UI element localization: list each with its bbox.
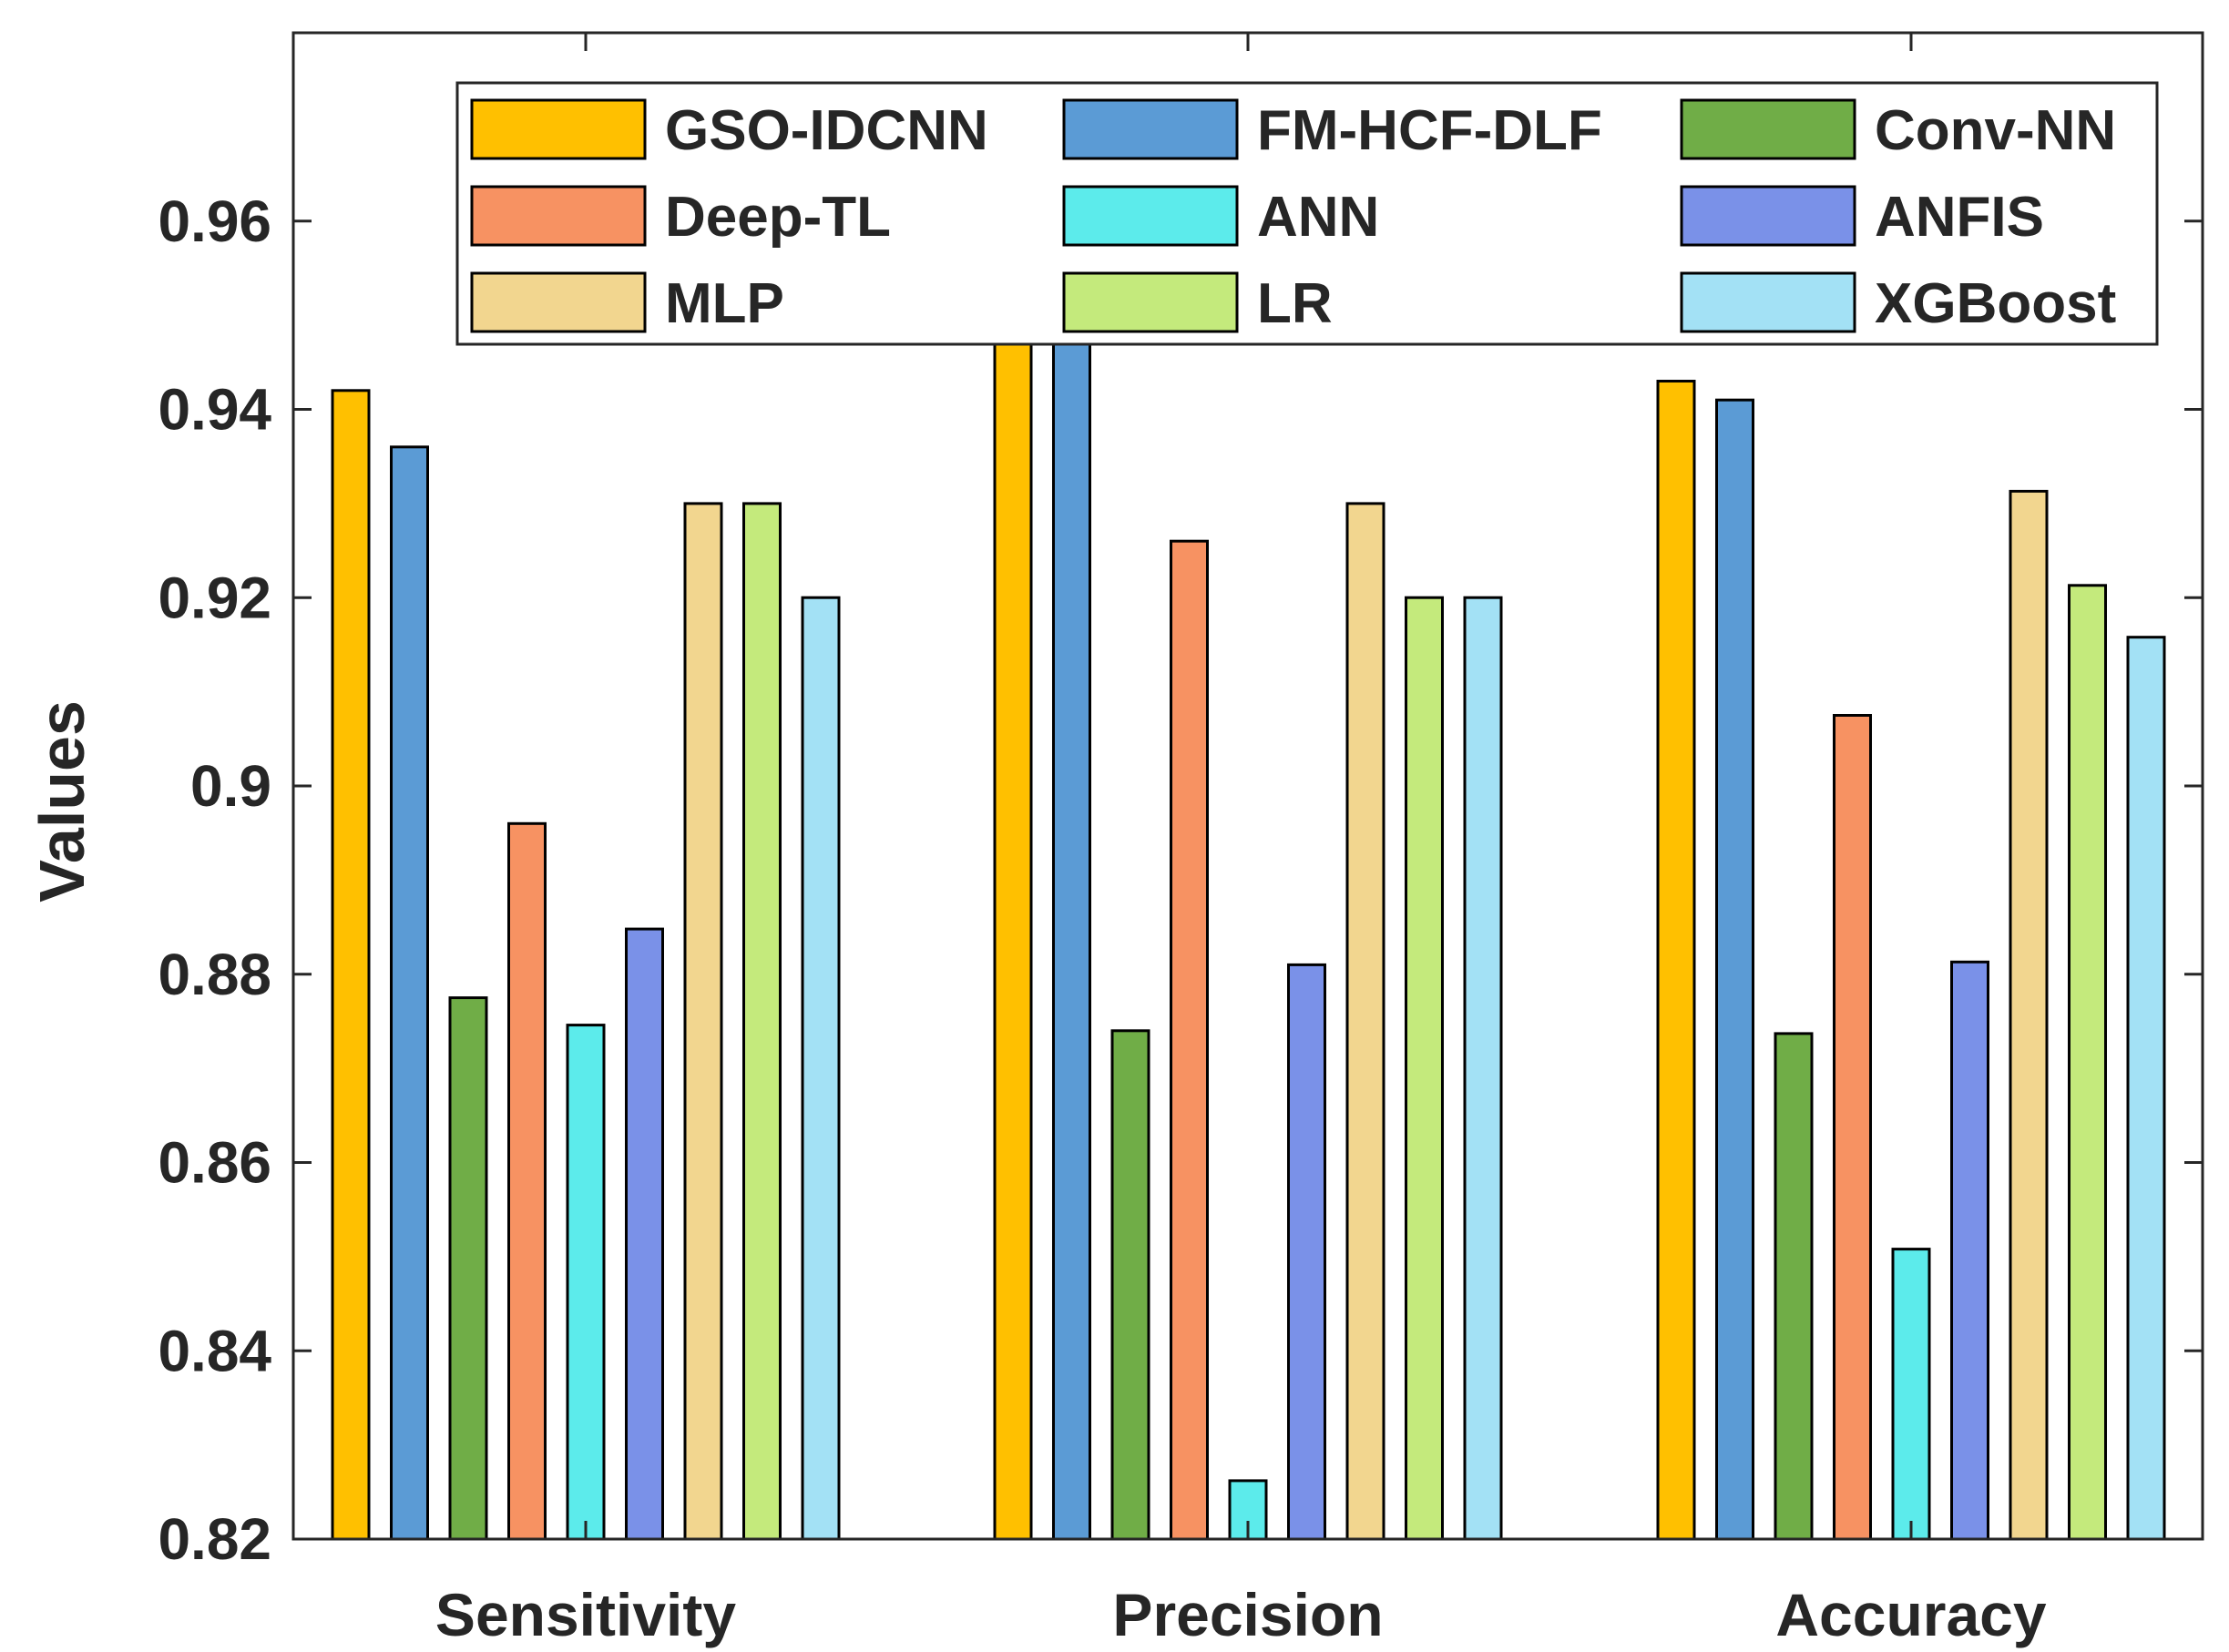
bar-xgboost-accuracy — [2126, 636, 2166, 1541]
bar-gso-idcnn-precision — [993, 318, 1033, 1541]
legend-label-lr: LR — [1257, 272, 1333, 335]
legend-swatch-anfis — [1680, 185, 1856, 247]
legend-label-mlp: MLP — [665, 272, 784, 335]
legend: GSO-IDCNN FM-HCF-DLF Conv-NN Deep-TL ANN ANFI… — [455, 81, 2159, 346]
x-category-label: Accuracy — [1775, 1581, 2046, 1648]
bar-anfis-sensitivity — [625, 927, 664, 1541]
legend-label-anfis: ANFIS — [1875, 186, 2044, 249]
y-tick-label: 0.9 — [190, 753, 271, 819]
legend-label-deep-tl: Deep-TL — [665, 186, 891, 249]
bar-mlp-sensitivity — [683, 502, 723, 1541]
legend-label-xgboost: XGBoost — [1875, 272, 2116, 335]
legend-swatch-fm-hcf-dlf — [1062, 98, 1239, 160]
legend-swatch-ann — [1062, 185, 1239, 247]
legend-box — [455, 81, 2159, 346]
y-axis-title: Values — [26, 700, 97, 902]
legend-swatch-deep-tl — [470, 185, 647, 247]
legend-label-ann: ANN — [1257, 186, 1379, 249]
legend-label-fm-hcf-dlf: FM-HCF-DLF — [1257, 99, 1602, 162]
bar-ann-accuracy — [1891, 1248, 1931, 1541]
bars-layer — [331, 318, 2166, 1541]
legend-label-gso-idcnn: GSO-IDCNN — [665, 99, 988, 162]
bar-fm-hcf-dlf-accuracy — [1715, 398, 1754, 1541]
y-tick-label: 0.86 — [158, 1130, 271, 1196]
bar-fm-hcf-dlf-precision — [1052, 325, 1091, 1541]
x-category-label: Precision — [1112, 1581, 1383, 1648]
bar-anfis-precision — [1287, 963, 1326, 1541]
bar-mlp-accuracy — [2009, 489, 2049, 1541]
bar-gso-idcnn-sensitivity — [331, 389, 371, 1541]
legend-swatch-conv-nn — [1680, 98, 1856, 160]
y-tick-label: 0.88 — [158, 942, 271, 1007]
bar-conv-nn-sensitivity — [448, 996, 488, 1541]
bar-fm-hcf-dlf-sensitivity — [390, 445, 429, 1541]
bar-conv-nn-accuracy — [1774, 1032, 1814, 1541]
y-tick-label: 0.92 — [158, 565, 271, 630]
bar-ann-sensitivity — [566, 1024, 606, 1541]
bar-anfis-accuracy — [1950, 960, 1989, 1541]
x-category-label: Sensitivity — [435, 1581, 736, 1648]
legend-swatch-gso-idcnn — [470, 98, 647, 160]
y-tick-label: 0.94 — [158, 377, 271, 443]
bar-deep-tl-accuracy — [1833, 714, 1872, 1541]
y-tick-label: 0.82 — [158, 1506, 271, 1572]
ticks-layer: 0.82 0.84 0.86 0.88 0.9 0.92 0.94 0.96 Sensitivi… — [158, 33, 2203, 1648]
bar-mlp-precision — [1345, 502, 1385, 1541]
bar-lr-accuracy — [2068, 584, 2107, 1541]
bar-deep-tl-sensitivity — [507, 821, 547, 1541]
bar-xgboost-precision — [1463, 596, 1503, 1541]
y-tick-label: 0.84 — [158, 1318, 271, 1383]
bar-gso-idcnn-accuracy — [1656, 380, 1696, 1541]
legend-label-conv-nn: Conv-NN — [1875, 99, 2116, 162]
bar-lr-precision — [1405, 596, 1444, 1541]
bar-lr-sensitivity — [742, 502, 782, 1541]
legend-swatch-lr — [1062, 271, 1239, 333]
bar-deep-tl-precision — [1170, 539, 1209, 1541]
legend-swatch-mlp — [470, 271, 647, 333]
bar-xgboost-sensitivity — [801, 596, 841, 1541]
legend-swatch-xgboost — [1680, 271, 1856, 333]
bar-conv-nn-precision — [1110, 1029, 1150, 1541]
y-tick-label: 0.96 — [158, 189, 271, 254]
